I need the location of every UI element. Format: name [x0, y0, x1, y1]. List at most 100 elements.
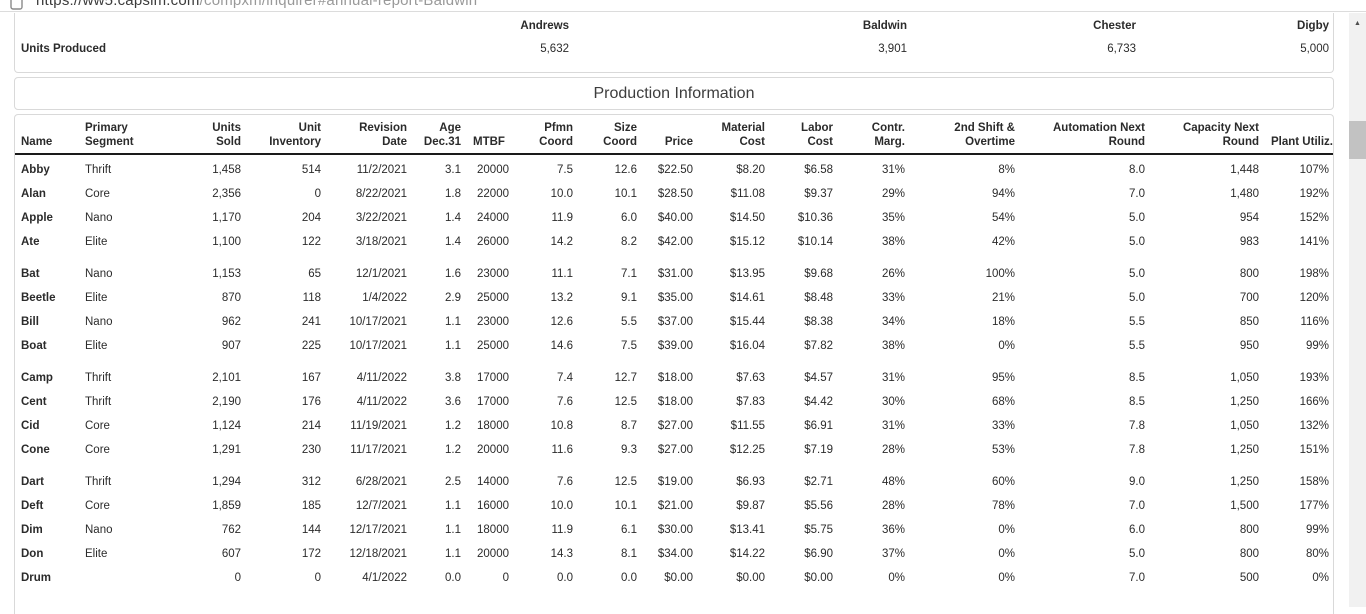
table-cell: 1.4: [445, 236, 461, 248]
table-cell: 167: [301, 372, 321, 384]
table-cell: 762: [221, 524, 241, 536]
table-cell: 132%: [1299, 420, 1329, 432]
table-cell: 20000: [477, 444, 509, 456]
table-cell: $6.90: [804, 548, 833, 560]
column-header: Primary Segment: [79, 115, 167, 155]
table-cell: 3.1: [445, 164, 461, 176]
product-name-cell: Bill: [21, 316, 39, 328]
table-cell: $42.00: [657, 236, 693, 248]
table-cell: 151%: [1299, 444, 1329, 456]
product-name-cell: Apple: [21, 212, 53, 224]
table-cell: 65: [308, 268, 321, 280]
vertical-scrollbar[interactable]: ▲: [1349, 13, 1366, 607]
product-row: Beetle Elite 870 118 1/4/2022 2.9 25000 13.2 9.1…: [15, 286, 1333, 310]
table-cell: 11.1: [551, 268, 573, 280]
scrollbar-up-arrow-icon[interactable]: ▲: [1354, 20, 1361, 27]
table-cell: 122: [301, 236, 321, 248]
table-cell: 38%: [881, 340, 905, 352]
product-name-cell: Deft: [21, 500, 44, 512]
table-cell: $15.12: [729, 236, 765, 248]
browser-url-bar[interactable]: https://ww5.capsim.com/compxm/inquirer#a…: [0, 0, 1366, 12]
table-cell: 3/22/2021: [355, 212, 407, 224]
table-cell: 7.6: [557, 476, 573, 488]
product-name-cell: Camp: [21, 372, 53, 384]
table-cell: 8.7: [621, 420, 637, 432]
table-cell: 7.4: [557, 372, 573, 384]
table-cell: 204: [301, 212, 321, 224]
product-name-cell: Beetle: [21, 292, 56, 304]
table-cell: 28%: [881, 444, 905, 456]
table-cell: 1,250: [1230, 396, 1259, 408]
table-cell: 870: [221, 292, 241, 304]
table-cell: 17000: [477, 396, 509, 408]
table-cell: Elite: [85, 548, 108, 560]
table-cell: 11.6: [551, 444, 573, 456]
table-cell: 907: [221, 340, 241, 352]
product-row: Drum 0 0 4/1/2022 0.0 0 0.0 0.0 $0.00 $0.00 $0.00 0…: [15, 566, 1333, 590]
table-cell: 954: [1239, 212, 1259, 224]
table-cell: $5.75: [804, 524, 833, 536]
table-cell: 6/28/2021: [355, 476, 407, 488]
table-cell: 5.0: [1129, 292, 1145, 304]
table-cell: $6.58: [804, 164, 833, 176]
table-cell: 17000: [477, 372, 509, 384]
table-cell: Nano: [85, 316, 113, 328]
table-cell: 962: [221, 316, 241, 328]
table-cell: 38%: [881, 236, 905, 248]
column-header: Labor Cost: [771, 115, 839, 155]
table-cell: 7.0: [1129, 188, 1145, 200]
product-row: Cid Core 1,124 214 11/19/2021 1.2 18000 10.8 8.7…: [15, 414, 1333, 438]
table-cell: 33%: [991, 420, 1015, 432]
table-cell: 500: [1239, 572, 1259, 584]
company-header: Baldwin: [862, 20, 907, 32]
table-cell: 1,448: [1230, 164, 1259, 176]
table-cell: 9.0: [1129, 476, 1145, 488]
table-cell: 116%: [1300, 316, 1329, 328]
table-cell: 12/7/2021: [355, 500, 407, 512]
table-cell: Nano: [85, 268, 113, 280]
product-name-cell: Dim: [21, 524, 43, 536]
product-row: Alan Core 2,356 0 8/22/2021 1.8 22000 10.0 10.1 $…: [15, 182, 1333, 206]
table-cell: $16.04: [729, 340, 765, 352]
table-cell: 29%: [881, 188, 905, 200]
table-cell: $8.20: [736, 164, 765, 176]
table-cell: $14.61: [729, 292, 765, 304]
table-cell: $0.00: [736, 572, 765, 584]
table-cell: 177%: [1299, 500, 1329, 512]
table-cell: 0%: [998, 572, 1015, 584]
table-cell: 12.7: [614, 372, 637, 384]
table-cell: 1,291: [212, 444, 241, 456]
units-produced-row: Units Produced 5,632 3,901 6,733 5,000: [15, 38, 1335, 61]
table-cell: 33%: [881, 292, 905, 304]
table-cell: $14.22: [729, 548, 765, 560]
scrollbar-thumb[interactable]: [1349, 121, 1366, 159]
table-cell: $27.00: [657, 444, 693, 456]
table-cell: 12/18/2021: [349, 548, 407, 560]
product-row: Dim Nano 762 144 12/17/2021 1.1 18000 11.9 6.1 $3…: [15, 518, 1333, 542]
table-cell: 1,859: [212, 500, 241, 512]
table-cell: 225: [301, 340, 321, 352]
column-header: 2nd Shift & Overtime: [911, 115, 1021, 155]
table-cell: $2.71: [804, 476, 833, 488]
table-cell: 18000: [477, 420, 509, 432]
company-header-row: Andrews Baldwin Chester Digby: [15, 15, 1335, 38]
url-text: https://ww5.capsim.com/compxm/inquirer#a…: [36, 0, 477, 9]
table-cell: $10.14: [797, 236, 833, 248]
table-cell: $7.63: [736, 372, 765, 384]
table-cell: 152%: [1299, 212, 1329, 224]
table-cell: 514: [301, 164, 321, 176]
product-name-cell: Cid: [21, 420, 40, 432]
table-cell: 1,124: [212, 420, 241, 432]
table-cell: 8.1: [621, 548, 637, 560]
table-cell: 12/1/2021: [355, 268, 407, 280]
table-cell: 1.6: [445, 268, 461, 280]
table-cell: 0%: [998, 524, 1015, 536]
table-cell: 7.5: [557, 164, 573, 176]
table-cell: $37.00: [657, 316, 693, 328]
units-produced-panel: Andrews Baldwin Chester Digby Units Prod…: [14, 13, 1334, 73]
table-cell: 36%: [881, 524, 905, 536]
table-cell: 11/17/2021: [350, 444, 407, 456]
table-cell: 172: [301, 548, 321, 560]
table-cell: 983: [1239, 236, 1259, 248]
table-cell: 10.1: [614, 188, 637, 200]
